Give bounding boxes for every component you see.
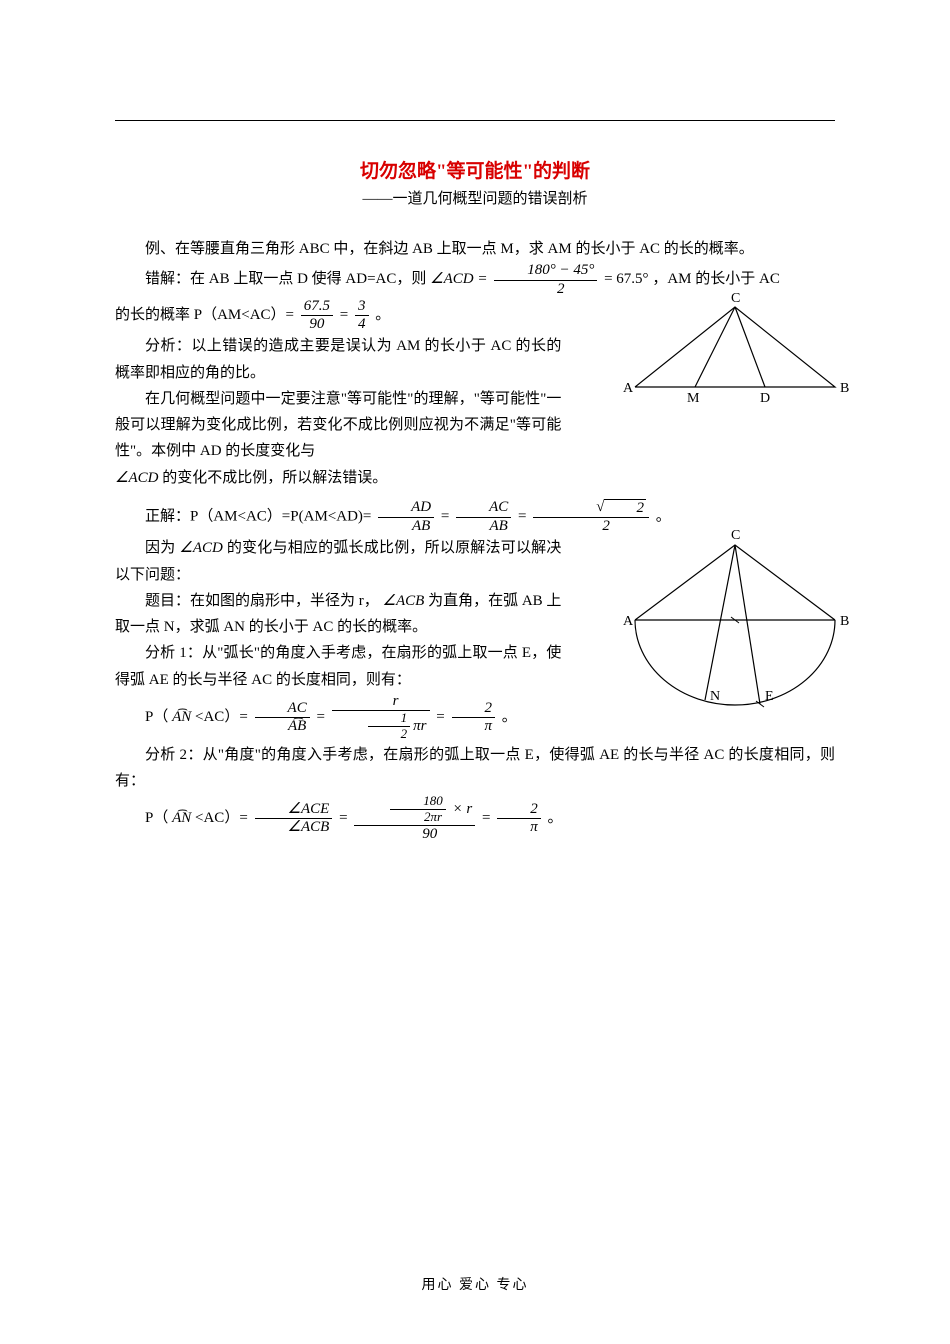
p3-f2: 3 4 xyxy=(355,298,369,334)
fig2-A: A xyxy=(623,614,634,629)
p2-post: ，AM 的长小于 AC xyxy=(652,271,780,287)
figure-1: A B C M D xyxy=(615,292,855,417)
p3-f2-den: 4 xyxy=(355,316,369,333)
p6-eq2: = xyxy=(518,508,526,524)
paragraph-problem: 题目：在如图的扇形中，半径为 r， ∠ACB 为直角，在弧 AB 上取一点 N，… xyxy=(115,588,561,641)
fig1-D: D xyxy=(760,391,770,406)
p6-f2: AC AB xyxy=(456,499,511,535)
p3-f1: 67.5 90 xyxy=(301,298,333,334)
p5-main: 在几何概型问题中一定要注意"等可能性"的理解，"等可能性"一般可以理解为变化成比… xyxy=(115,391,561,460)
p3-f1-den: 90 xyxy=(301,316,333,333)
p3-f1-num: 67.5 xyxy=(301,298,333,316)
p2-pre: 错解：在 AB 上取一点 D 使得 AD=AC，则 xyxy=(145,271,426,287)
p12-f2n: 1802πr × r xyxy=(354,794,475,826)
p10-f3: 2 π xyxy=(452,700,496,736)
p12-f1d: ∠ACB xyxy=(255,819,333,836)
p10-f2d: 12πr xyxy=(332,711,430,742)
fig1-cm xyxy=(695,307,735,387)
paragraph-analysis2b: ∠ACD 的变化不成比例，所以解法错误。 xyxy=(115,465,835,491)
p6-f2d: AB xyxy=(456,518,511,535)
paragraph-wrong2: 的长的概率 P（AM<AC）= 67.5 90 = 3 4 。 xyxy=(115,298,547,334)
p3-post: 。 xyxy=(375,307,390,323)
p10-f2n: r xyxy=(332,693,430,711)
p6-pre: 正解：P（AM<AC）=P(AM<AD)= xyxy=(145,508,371,524)
p8-angle: ∠ACB xyxy=(383,593,425,609)
paragraph-because: 因为 ∠ACD 的变化与相应的弧长成比例，所以原解法可以解决以下问题： xyxy=(115,535,561,588)
p7-pre: 因为 xyxy=(145,540,175,556)
p12-arc: A͡N xyxy=(172,810,191,826)
fig1-triangle xyxy=(635,307,835,387)
p6-f3n: √2 xyxy=(533,499,649,518)
p12-f1n: ∠ACE xyxy=(255,801,333,819)
fig2-E: E xyxy=(765,689,774,704)
footer: 用心 爱心 专心 xyxy=(0,1274,950,1294)
fig2-ce xyxy=(735,545,760,704)
p12-lt: <AC）= xyxy=(195,810,248,826)
p12-post: 。 xyxy=(547,810,562,826)
p8-pre: 题目：在如图的扇形中，半径为 r， xyxy=(145,593,379,609)
p10-eq1: = xyxy=(316,709,324,725)
main-title: 切勿忽略"等可能性"的判断 xyxy=(115,156,835,183)
p12-f1: ∠ACE ∠ACB xyxy=(255,801,333,837)
top-rule xyxy=(115,120,835,121)
fig2-arc xyxy=(635,620,835,705)
p2-lhs: ∠ACD = xyxy=(430,271,487,287)
paragraph-example: 例、在等腰直角三角形 ABC 中，在斜边 AB 上取一点 M，求 AM 的长小于… xyxy=(115,236,835,262)
p12-eq2: = xyxy=(482,810,490,826)
p12-f3d: π xyxy=(497,819,541,836)
p3-pre: 的长的概率 P（AM<AC）= xyxy=(115,307,294,323)
p10-arc: A͡N xyxy=(172,709,191,725)
p10-eq2: = xyxy=(436,709,444,725)
paragraph-method2: 分析 2：从"角度"的角度入手考虑，在扇形的弧上取一点 E，使得弧 AE 的长与… xyxy=(115,742,835,795)
p12-f3n: 2 xyxy=(497,801,541,819)
fig2-N: N xyxy=(710,689,720,704)
p12-pre: P（ xyxy=(145,810,168,826)
p5-angle: ∠ACD xyxy=(115,470,158,486)
p10-lt: <AC）= xyxy=(195,709,248,725)
p10-f1: AC A͡B xyxy=(255,700,310,736)
p12-f2d: 90 xyxy=(354,826,475,843)
p7-angle: ∠ACD xyxy=(179,540,222,556)
fig1-B: B xyxy=(840,381,849,396)
p10-post: 。 xyxy=(502,709,517,725)
p6-f1d: AB xyxy=(378,518,434,535)
p12-f3: 2 π xyxy=(497,801,541,837)
fig2-C: C xyxy=(731,528,740,543)
fig2-top xyxy=(635,545,835,620)
subtitle: ——一道几何概型问题的错误剖析 xyxy=(115,187,835,208)
fig2-B: B xyxy=(840,614,849,629)
p10-pre: P（ xyxy=(145,709,168,725)
p12-f2: 1802πr × r 90 xyxy=(354,794,475,843)
p10-f3d: π xyxy=(452,718,496,735)
p10-f1d: A͡B xyxy=(255,718,310,735)
p3-f2-num: 3 xyxy=(355,298,369,316)
p3-eq: = xyxy=(340,307,348,323)
p6-f2n: AC xyxy=(456,499,511,517)
p2-rhs: = 67.5° xyxy=(604,271,648,287)
p2-frac-den: 2 xyxy=(494,281,597,298)
paragraph-analysis2a: 在几何概型问题中一定要注意"等可能性"的理解，"等可能性"一般可以理解为变化成比… xyxy=(115,386,561,465)
p6-f1: AD AB xyxy=(378,499,434,535)
p6-eq1: = xyxy=(441,508,449,524)
paragraph-analysis1: 分析：以上错误的造成主要是误认为 AM 的长小于 AC 的长的概率即相应的角的比… xyxy=(115,333,561,386)
p10-f2: r 12πr xyxy=(332,693,430,742)
p12-eq1: = xyxy=(339,810,347,826)
paragraph-method1: 分析 1：从"弧长"的角度入手考虑，在扇形的弧上取一点 E，使得弧 AE 的长与… xyxy=(115,640,561,693)
fig1-C: C xyxy=(731,292,740,306)
fig1-M: M xyxy=(687,391,700,406)
p10-f3n: 2 xyxy=(452,700,496,718)
p2-frac-num: 180° − 45° xyxy=(494,262,597,280)
figure-2: A B C N E xyxy=(615,525,855,720)
p10-f1n: AC xyxy=(255,700,310,718)
p6-f1n: AD xyxy=(378,499,434,517)
p5-tail: 的变化不成比例，所以解法错误。 xyxy=(162,470,387,486)
p2-frac: 180° − 45° 2 xyxy=(494,262,597,298)
fig2-cn xyxy=(705,545,735,700)
p6-post: 。 xyxy=(656,508,671,524)
formula-method2: P（ A͡N <AC）= ∠ACE ∠ACB = 1802πr × r 90 =… xyxy=(115,794,835,843)
fig1-A: A xyxy=(623,381,634,396)
